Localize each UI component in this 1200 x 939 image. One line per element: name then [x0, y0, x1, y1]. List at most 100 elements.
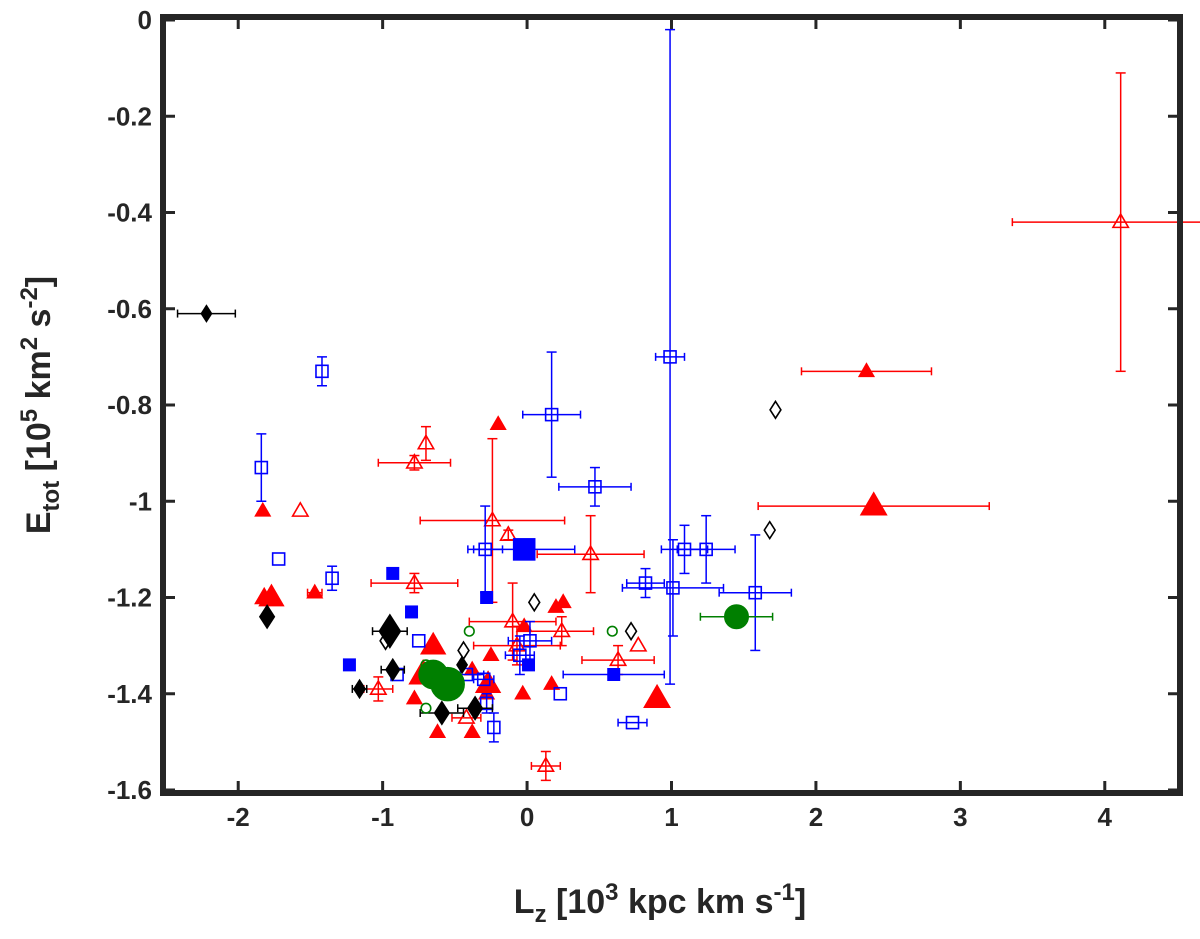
triangle-marker: [254, 501, 272, 517]
red-filled-triangles-point: [306, 583, 324, 599]
plot-frame: [160, 14, 1183, 796]
square-marker: [512, 538, 536, 561]
x-tick-label: 2: [809, 802, 823, 832]
red-filled-triangles-point: [405, 689, 423, 705]
triangle-marker: [483, 510, 502, 527]
blue-filled-squares-point: [522, 658, 536, 672]
triangle-marker: [629, 635, 648, 652]
y-tick-label: -0.6: [107, 294, 152, 324]
blue-filled-squares-point: [342, 658, 356, 672]
triangle-marker: [428, 723, 447, 738]
red-open-triangles-point: [536, 514, 645, 594]
square-marker: [325, 571, 339, 586]
blue-open-squares-point: [254, 433, 269, 502]
square-marker: [271, 552, 286, 566]
triangle-marker: [306, 583, 324, 599]
blue-filled-squares-point: [472, 538, 576, 561]
square-marker: [480, 591, 494, 604]
x-axis-unit-sup2: -1: [774, 879, 795, 906]
y-axis-ticks: 0 -0.2 -0.4 -0.6 -0.8 -1 -1.2 -1.4 -1.6: [107, 5, 1177, 805]
square-marker: [553, 686, 568, 701]
x-tick-label: -2: [227, 802, 250, 832]
y-tick-label: 0: [138, 5, 152, 35]
blue-open-squares-point: [621, 539, 725, 637]
square-marker: [513, 648, 527, 663]
triangle-marker: [507, 635, 527, 652]
triangle-marker: [547, 598, 565, 613]
diamond-marker: [385, 657, 401, 682]
red-filled-triangles-point: [643, 683, 672, 708]
red-filled-triangles-point: [489, 415, 507, 430]
triangle-marker: [482, 646, 500, 661]
square-marker: [386, 566, 400, 580]
triangle-marker: [581, 544, 600, 561]
green-open-circles-point: [420, 702, 432, 714]
blue-open-squares-point: [325, 565, 339, 592]
diamond-marker: [258, 604, 276, 630]
red-filled-triangles-point: [514, 684, 532, 700]
red-filled-triangles-point: [482, 646, 500, 661]
blue-filled-squares-point: [480, 591, 494, 604]
square-marker: [479, 696, 494, 711]
x-axis-unit-pre: [10: [547, 883, 606, 921]
red-filled-triangles-point: [800, 362, 933, 378]
blue-open-squares-point: [271, 552, 286, 566]
red-open-triangles-point: [1011, 72, 1200, 373]
red-filled-triangles-point: [543, 675, 561, 690]
green-filled-circles-point: [430, 666, 465, 702]
triangle-marker: [536, 756, 555, 772]
green-open-circles-point: [606, 625, 618, 637]
triangle-marker: [369, 679, 388, 695]
black-filled-diamonds-point: [351, 678, 368, 700]
circle-marker: [463, 625, 475, 637]
red-filled-triangles-point: [428, 723, 447, 738]
green-open-circles-point: [463, 625, 475, 637]
x-tick-label: 3: [953, 802, 967, 832]
red-open-triangles-point: [629, 635, 648, 652]
y-axis-unit-end: ]: [20, 276, 58, 287]
y-tick-label: -1.6: [107, 775, 152, 805]
square-marker: [254, 460, 269, 475]
y-axis-unit-sup2: 2: [16, 337, 43, 350]
triangle-marker: [514, 684, 532, 700]
triangle-marker: [258, 583, 285, 607]
y-tick-label: -1: [129, 486, 152, 516]
diamond-marker: [200, 304, 213, 323]
square-marker: [625, 715, 640, 730]
red-filled-triangles-point: [420, 631, 447, 655]
triangle-marker: [643, 683, 672, 708]
triangle-marker: [489, 415, 507, 430]
data-marks: [176, 28, 1200, 782]
circle-marker: [606, 625, 618, 637]
black-filled-diamonds-point: [456, 695, 494, 721]
x-tick-label: 1: [664, 802, 678, 832]
red-open-triangles-point: [416, 425, 436, 462]
diamond-marker: [763, 520, 777, 541]
triangle-marker: [859, 491, 888, 516]
triangle-marker: [291, 501, 310, 517]
red-filled-triangles-point: [547, 598, 565, 613]
square-marker: [522, 658, 536, 672]
blue-open-squares-point: [558, 466, 632, 507]
square-marker: [523, 634, 537, 648]
square-marker: [588, 480, 602, 494]
square-marker: [405, 605, 419, 619]
triangle-marker: [1111, 212, 1130, 229]
diamond-marker: [352, 678, 367, 700]
red-open-triangles-point: [370, 572, 459, 594]
y-axis-unit-sup: 5: [16, 409, 43, 422]
y-axis-unit-mid2: s: [20, 309, 58, 337]
black-filled-diamonds-point: [371, 613, 408, 649]
x-axis-label: Lz [103 kpc km s-1]: [514, 879, 806, 928]
blue-open-squares-point: [676, 514, 736, 584]
red-filled-triangles-point: [463, 723, 481, 738]
blue-filled-squares-point: [405, 605, 419, 619]
triangle-marker: [405, 689, 423, 705]
x-axis-ticks: -2 -1 0 1 2 3 4: [227, 20, 1113, 832]
square-marker: [342, 658, 356, 672]
y-axis-unit-pre: [10: [20, 422, 58, 481]
blue-open-squares-point: [521, 351, 582, 478]
x-tick-label: 0: [520, 802, 534, 832]
triangle-marker: [405, 453, 424, 469]
blue-open-squares-point: [654, 28, 686, 685]
